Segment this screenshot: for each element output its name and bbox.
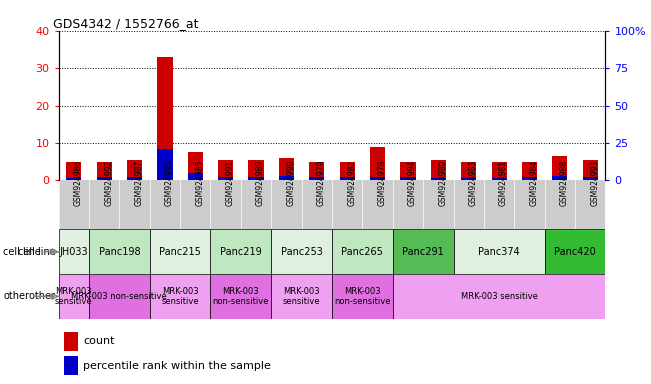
Bar bbox=[127, 160, 142, 180]
Text: MRK-003
sensitive: MRK-003 sensitive bbox=[161, 287, 199, 306]
Bar bbox=[66, 178, 81, 180]
Bar bbox=[370, 147, 385, 180]
Bar bbox=[271, 230, 332, 274]
Text: GSM924988: GSM924988 bbox=[560, 160, 569, 206]
Bar bbox=[150, 230, 210, 274]
Text: GSM924986: GSM924986 bbox=[74, 160, 83, 206]
Text: MRK-003 sensitive: MRK-003 sensitive bbox=[461, 292, 538, 301]
Bar bbox=[96, 177, 112, 180]
Text: MRK-003 non-sensitive: MRK-003 non-sensitive bbox=[72, 292, 167, 301]
Bar bbox=[454, 230, 545, 274]
Bar bbox=[340, 177, 355, 180]
Text: GSM924978: GSM924978 bbox=[378, 160, 387, 206]
Bar bbox=[461, 178, 477, 180]
Bar bbox=[210, 230, 271, 274]
Bar bbox=[492, 178, 506, 180]
Bar bbox=[370, 177, 385, 180]
Bar bbox=[59, 274, 89, 319]
Text: Panc265: Panc265 bbox=[342, 247, 383, 257]
Text: Panc374: Panc374 bbox=[478, 247, 520, 257]
Text: Panc420: Panc420 bbox=[554, 247, 596, 257]
Bar bbox=[210, 274, 271, 319]
Text: GSM924993: GSM924993 bbox=[590, 160, 599, 206]
Bar bbox=[150, 274, 210, 319]
Text: JH033: JH033 bbox=[59, 247, 88, 257]
Bar bbox=[96, 162, 112, 180]
Bar bbox=[431, 160, 446, 180]
Bar bbox=[249, 177, 264, 180]
Bar bbox=[89, 230, 150, 274]
Text: GSM924981: GSM924981 bbox=[499, 160, 508, 206]
Text: Panc253: Panc253 bbox=[281, 247, 322, 257]
Text: GSM924983: GSM924983 bbox=[469, 160, 478, 206]
Text: percentile rank within the sample: percentile rank within the sample bbox=[83, 361, 271, 371]
Text: cell line: cell line bbox=[18, 247, 59, 257]
Text: GSM924987: GSM924987 bbox=[135, 160, 143, 206]
Bar bbox=[552, 156, 568, 180]
Text: Panc198: Panc198 bbox=[98, 247, 140, 257]
Bar bbox=[279, 158, 294, 180]
Text: other: other bbox=[29, 291, 59, 301]
Bar bbox=[158, 57, 173, 180]
Bar bbox=[340, 162, 355, 180]
Text: Panc219: Panc219 bbox=[220, 247, 262, 257]
Bar bbox=[66, 162, 81, 180]
Bar bbox=[492, 162, 506, 180]
Bar bbox=[309, 177, 324, 180]
Text: other: other bbox=[3, 291, 29, 301]
Text: GSM924992: GSM924992 bbox=[104, 160, 113, 206]
Text: GDS4342 / 1552766_at: GDS4342 / 1552766_at bbox=[53, 17, 199, 30]
Bar bbox=[400, 177, 415, 180]
Bar bbox=[309, 162, 324, 180]
Text: MRK-003
sensitive: MRK-003 sensitive bbox=[55, 287, 92, 306]
Text: GSM924985: GSM924985 bbox=[195, 160, 204, 206]
Text: GSM924980: GSM924980 bbox=[438, 160, 447, 206]
Bar bbox=[187, 173, 203, 180]
Bar bbox=[522, 177, 537, 180]
Bar bbox=[187, 152, 203, 180]
Bar bbox=[249, 160, 264, 180]
Bar bbox=[393, 230, 454, 274]
Bar bbox=[552, 176, 568, 180]
Bar bbox=[461, 162, 477, 180]
Bar bbox=[64, 356, 77, 375]
Bar bbox=[583, 160, 598, 180]
Text: GSM924982: GSM924982 bbox=[347, 160, 356, 206]
Text: GSM924991: GSM924991 bbox=[226, 160, 234, 206]
Text: GSM924990: GSM924990 bbox=[286, 160, 296, 206]
Text: GSM924984: GSM924984 bbox=[529, 160, 538, 206]
Text: MRK-003
sensitive: MRK-003 sensitive bbox=[283, 287, 320, 306]
Bar bbox=[64, 332, 77, 351]
Bar bbox=[89, 274, 150, 319]
Bar bbox=[431, 178, 446, 180]
Bar bbox=[400, 162, 415, 180]
Text: cell line: cell line bbox=[3, 247, 41, 257]
Text: GSM924994: GSM924994 bbox=[408, 160, 417, 206]
Bar bbox=[59, 230, 89, 274]
Bar bbox=[218, 177, 233, 180]
Text: GSM924989: GSM924989 bbox=[256, 160, 265, 206]
Text: MRK-003
non-sensitive: MRK-003 non-sensitive bbox=[334, 287, 391, 306]
Bar bbox=[332, 230, 393, 274]
Bar bbox=[332, 274, 393, 319]
Bar bbox=[393, 274, 605, 319]
Bar bbox=[158, 149, 173, 180]
Bar bbox=[279, 176, 294, 180]
Bar bbox=[127, 177, 142, 180]
Bar bbox=[218, 160, 233, 180]
Bar bbox=[271, 274, 332, 319]
Text: Panc291: Panc291 bbox=[402, 247, 444, 257]
Text: Panc215: Panc215 bbox=[159, 247, 201, 257]
Bar bbox=[522, 162, 537, 180]
Text: MRK-003
non-sensitive: MRK-003 non-sensitive bbox=[213, 287, 269, 306]
Text: GSM924995: GSM924995 bbox=[165, 160, 174, 206]
Text: GSM924979: GSM924979 bbox=[317, 160, 326, 206]
Bar bbox=[583, 177, 598, 180]
Text: count: count bbox=[83, 336, 115, 346]
Bar bbox=[545, 230, 605, 274]
